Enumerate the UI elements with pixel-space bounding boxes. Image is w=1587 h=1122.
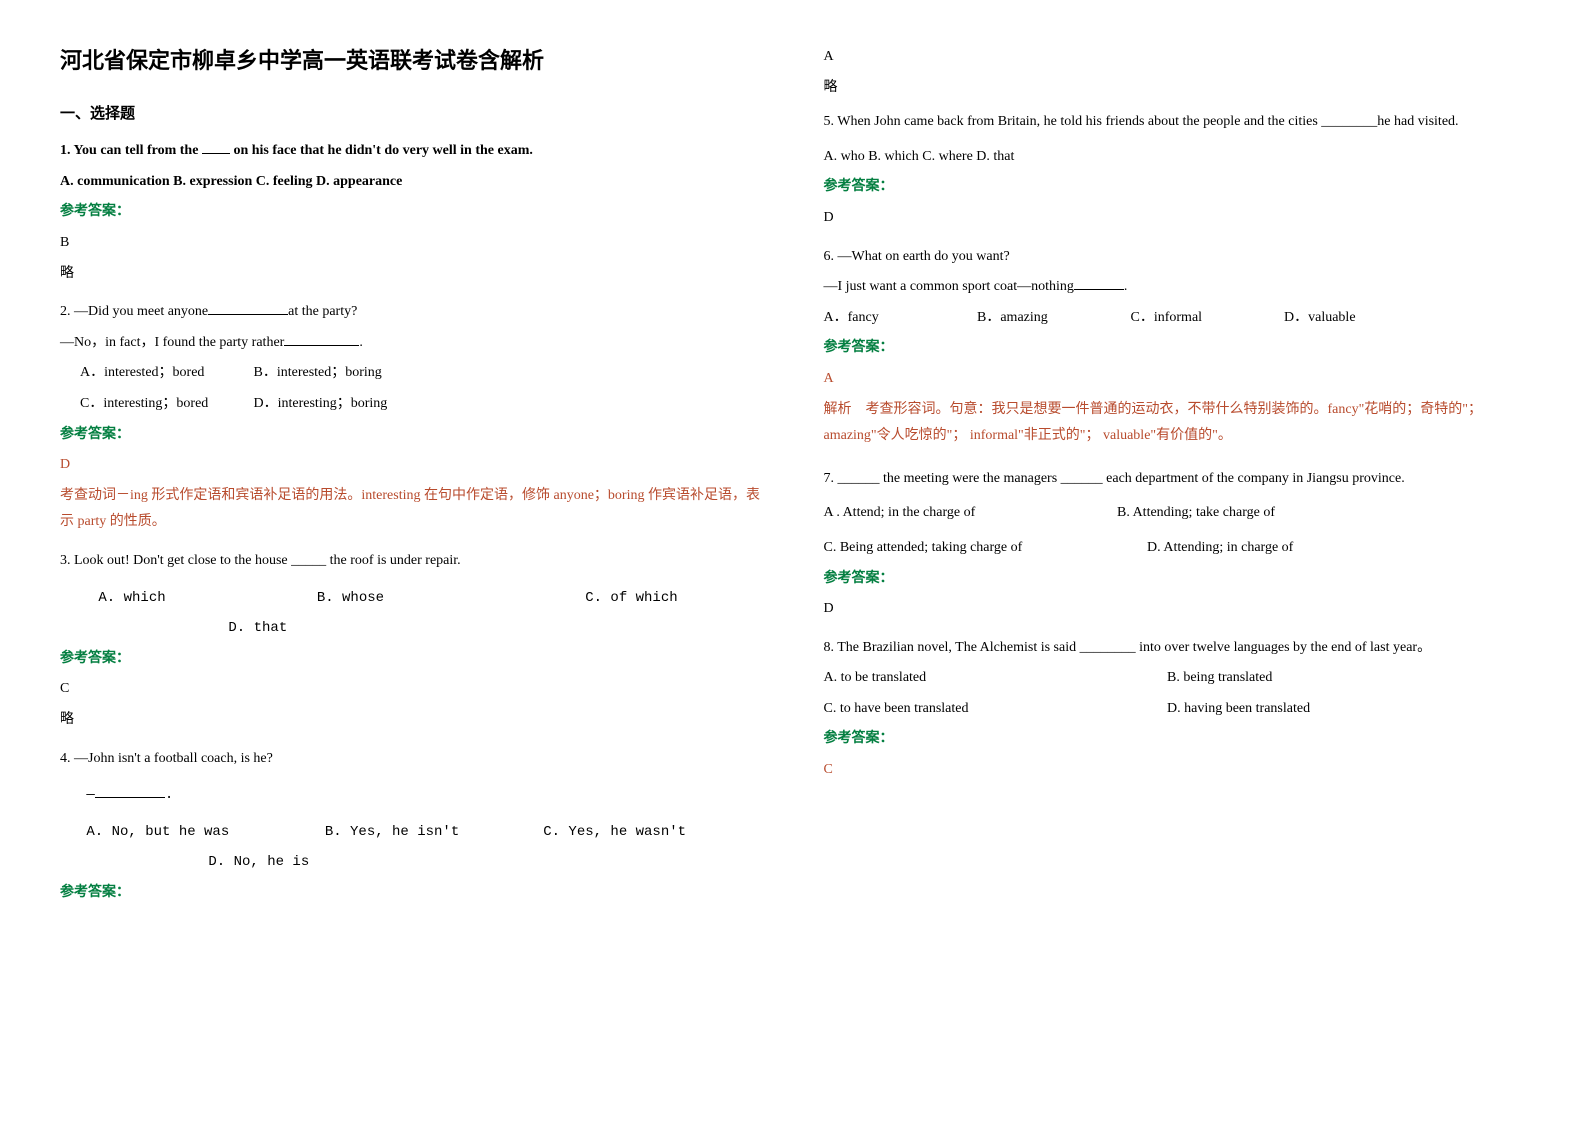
q2-blank2: [284, 332, 359, 346]
q4-optA: A. No, but he was: [86, 819, 316, 846]
left-column: 河北省保定市柳卓乡中学高一英语联考试卷含解析 一、选择题 1. You can …: [60, 40, 764, 919]
q1-stem-suffix: on his face that he didn't do very well …: [230, 143, 533, 158]
doc-title: 河北省保定市柳卓乡中学高一英语联考试卷含解析: [60, 40, 764, 82]
q2-line1: 2. —Did you meet anyone at the party?: [60, 299, 764, 326]
q8-answer: C: [824, 757, 1528, 784]
question-1: 1. You can tell from the on his face tha…: [60, 138, 764, 287]
q4-optD: D. No, he is: [208, 854, 309, 870]
question-7: 7. ______ the meeting were the managers …: [824, 466, 1528, 623]
q6-explain: 解析 考查形容词。句意：我只是想要一件普通的运动衣，不带什么特别装饰的。fanc…: [824, 397, 1528, 450]
q2-explain: 考查动词－ing 形式作定语和宾语补足语的用法。interesting 在句中作…: [60, 483, 764, 536]
q6-opts: A．fancy B．amazing C．informal D．valuable: [824, 305, 1528, 332]
question-2: 2. —Did you meet anyone at the party? —No…: [60, 299, 764, 536]
q7-optA: A . Attend; in the charge of: [824, 500, 1114, 527]
q3-optB: B. whose: [317, 585, 577, 612]
q5-answer: D: [824, 205, 1528, 232]
q5-opts: A. who B. which C. where D. that: [824, 144, 1528, 171]
q1-lue: 略: [60, 261, 764, 288]
q3-optA: A. which: [98, 585, 308, 612]
q7-optB: B. Attending; take charge of: [1117, 505, 1275, 520]
q4-end: .: [165, 787, 173, 803]
q2-optA: A．interested；bored: [80, 360, 250, 387]
section-heading: 一、选择题: [60, 100, 764, 129]
q6-optD: D．valuable: [1284, 310, 1356, 325]
q2-optB: B．interested；boring: [254, 365, 382, 380]
q6-blank: [1074, 277, 1124, 291]
q7-opts-row2: C. Being attended; taking charge of D. A…: [824, 535, 1528, 562]
page-container: 河北省保定市柳卓乡中学高一英语联考试卷含解析 一、选择题 1. You can …: [60, 40, 1527, 919]
q8-optD: D. having been translated: [1167, 701, 1310, 716]
q6-l2: —I just want a common sport coat—nothing…: [824, 274, 1528, 301]
q2-line2: —No，in fact，I found the party rather.: [60, 330, 764, 357]
q3-lue: 略: [60, 707, 764, 734]
question-5: 5. When John came back from Britain, he …: [824, 109, 1528, 231]
q4-optC-part: C. Yes, he wasn't: [543, 824, 686, 840]
q6-l1: 6. —What on earth do you want?: [824, 244, 1528, 271]
q7-optD: D. Attending; in charge of: [1147, 540, 1293, 555]
q4-lue: 略: [824, 75, 1528, 102]
q6-l2a: —I just want a common sport coat—nothing: [824, 279, 1074, 294]
q1-options: A. communication B. expression C. feelin…: [60, 169, 764, 196]
q2-blank1: [208, 302, 288, 316]
q4-optB: B. Yes, he isn't: [325, 819, 535, 846]
q6-optC: C．informal: [1131, 305, 1281, 332]
q4-dash: —: [86, 787, 94, 803]
q2-optD: D．interesting；boring: [254, 396, 388, 411]
q8-opts-row1: A. to be translated B. being translated: [824, 665, 1528, 692]
q6-optA: A．fancy: [824, 305, 974, 332]
q6-answer: A: [824, 366, 1528, 393]
q3-opts-row2: D. that: [60, 615, 764, 642]
q2-l1a: 2. —Did you meet anyone: [60, 304, 208, 319]
q4-stem: 4. —John isn't a football coach, is he?: [60, 746, 764, 773]
q4-opts-row2: D. No, he is: [60, 849, 764, 876]
question-6: 6. —What on earth do you want? —I just w…: [824, 244, 1528, 450]
q6-answer-label: 参考答案：: [824, 335, 1528, 362]
q7-opts-row1: A . Attend; in the charge of B. Attendin…: [824, 500, 1528, 527]
q6-optB: B．amazing: [977, 305, 1127, 332]
question-3: 3. Look out! Don't get close to the hous…: [60, 548, 764, 734]
q4-opts-row1: A. No, but he was B. Yes, he isn't C. Ye…: [60, 819, 764, 846]
q8-optC: C. to have been translated: [824, 696, 1164, 723]
question-4: 4. —John isn't a football coach, is he? …: [60, 746, 764, 907]
q8-optA: A. to be translated: [824, 665, 1164, 692]
q2-l2b: .: [359, 335, 363, 350]
right-column: A 略 5. When John came back from Britain,…: [824, 40, 1528, 919]
q7-stem: 7. ______ the meeting were the managers …: [824, 466, 1528, 493]
q1-blank: [202, 141, 230, 155]
q3-answer: C: [60, 676, 764, 703]
q7-optC: C. Being attended; taking charge of: [824, 535, 1144, 562]
q2-opts-row2: C．interesting；bored D．interesting；boring: [60, 391, 764, 418]
q2-opts-row1: A．interested；bored B．interested；boring: [60, 360, 764, 387]
q8-stem: 8. The Brazilian novel, The Alchemist is…: [824, 635, 1528, 662]
q4-answer: A: [824, 44, 1528, 71]
q8-answer-label: 参考答案：: [824, 726, 1528, 753]
q7-answer: D: [824, 596, 1528, 623]
q1-answer: B: [60, 230, 764, 257]
q4-blank: [95, 785, 165, 799]
q4-dash-line: —.: [60, 782, 764, 809]
q2-answer: D: [60, 452, 764, 479]
q1-answer-label: 参考答案：: [60, 199, 764, 226]
q2-l1b: at the party?: [288, 304, 357, 319]
question-8: 8. The Brazilian novel, The Alchemist is…: [824, 635, 1528, 784]
q8-optB: B. being translated: [1167, 670, 1272, 685]
q3-answer-label: 参考答案：: [60, 646, 764, 673]
q8-opts-row2: C. to have been translated D. having bee…: [824, 696, 1528, 723]
q6-l2b: .: [1124, 279, 1128, 294]
q5-answer-label: 参考答案：: [824, 174, 1528, 201]
q2-l2a: —No，in fact，I found the party rather: [60, 335, 284, 350]
q5-stem: 5. When John came back from Britain, he …: [824, 109, 1528, 136]
q2-optC: C．interesting；bored: [80, 391, 250, 418]
q1-stem-prefix: 1. You can tell from the: [60, 143, 202, 158]
q4-answer-label: 参考答案：: [60, 880, 764, 907]
q2-answer-label: 参考答案：: [60, 422, 764, 449]
q3-optD: D. that: [228, 620, 287, 636]
q1-stem: 1. You can tell from the on his face tha…: [60, 138, 764, 165]
q7-answer-label: 参考答案：: [824, 566, 1528, 593]
q3-optC: C. of which: [585, 590, 677, 606]
q3-opts-row1: A. which B. whose C. of which: [60, 585, 764, 612]
q3-stem: 3. Look out! Don't get close to the hous…: [60, 548, 764, 575]
